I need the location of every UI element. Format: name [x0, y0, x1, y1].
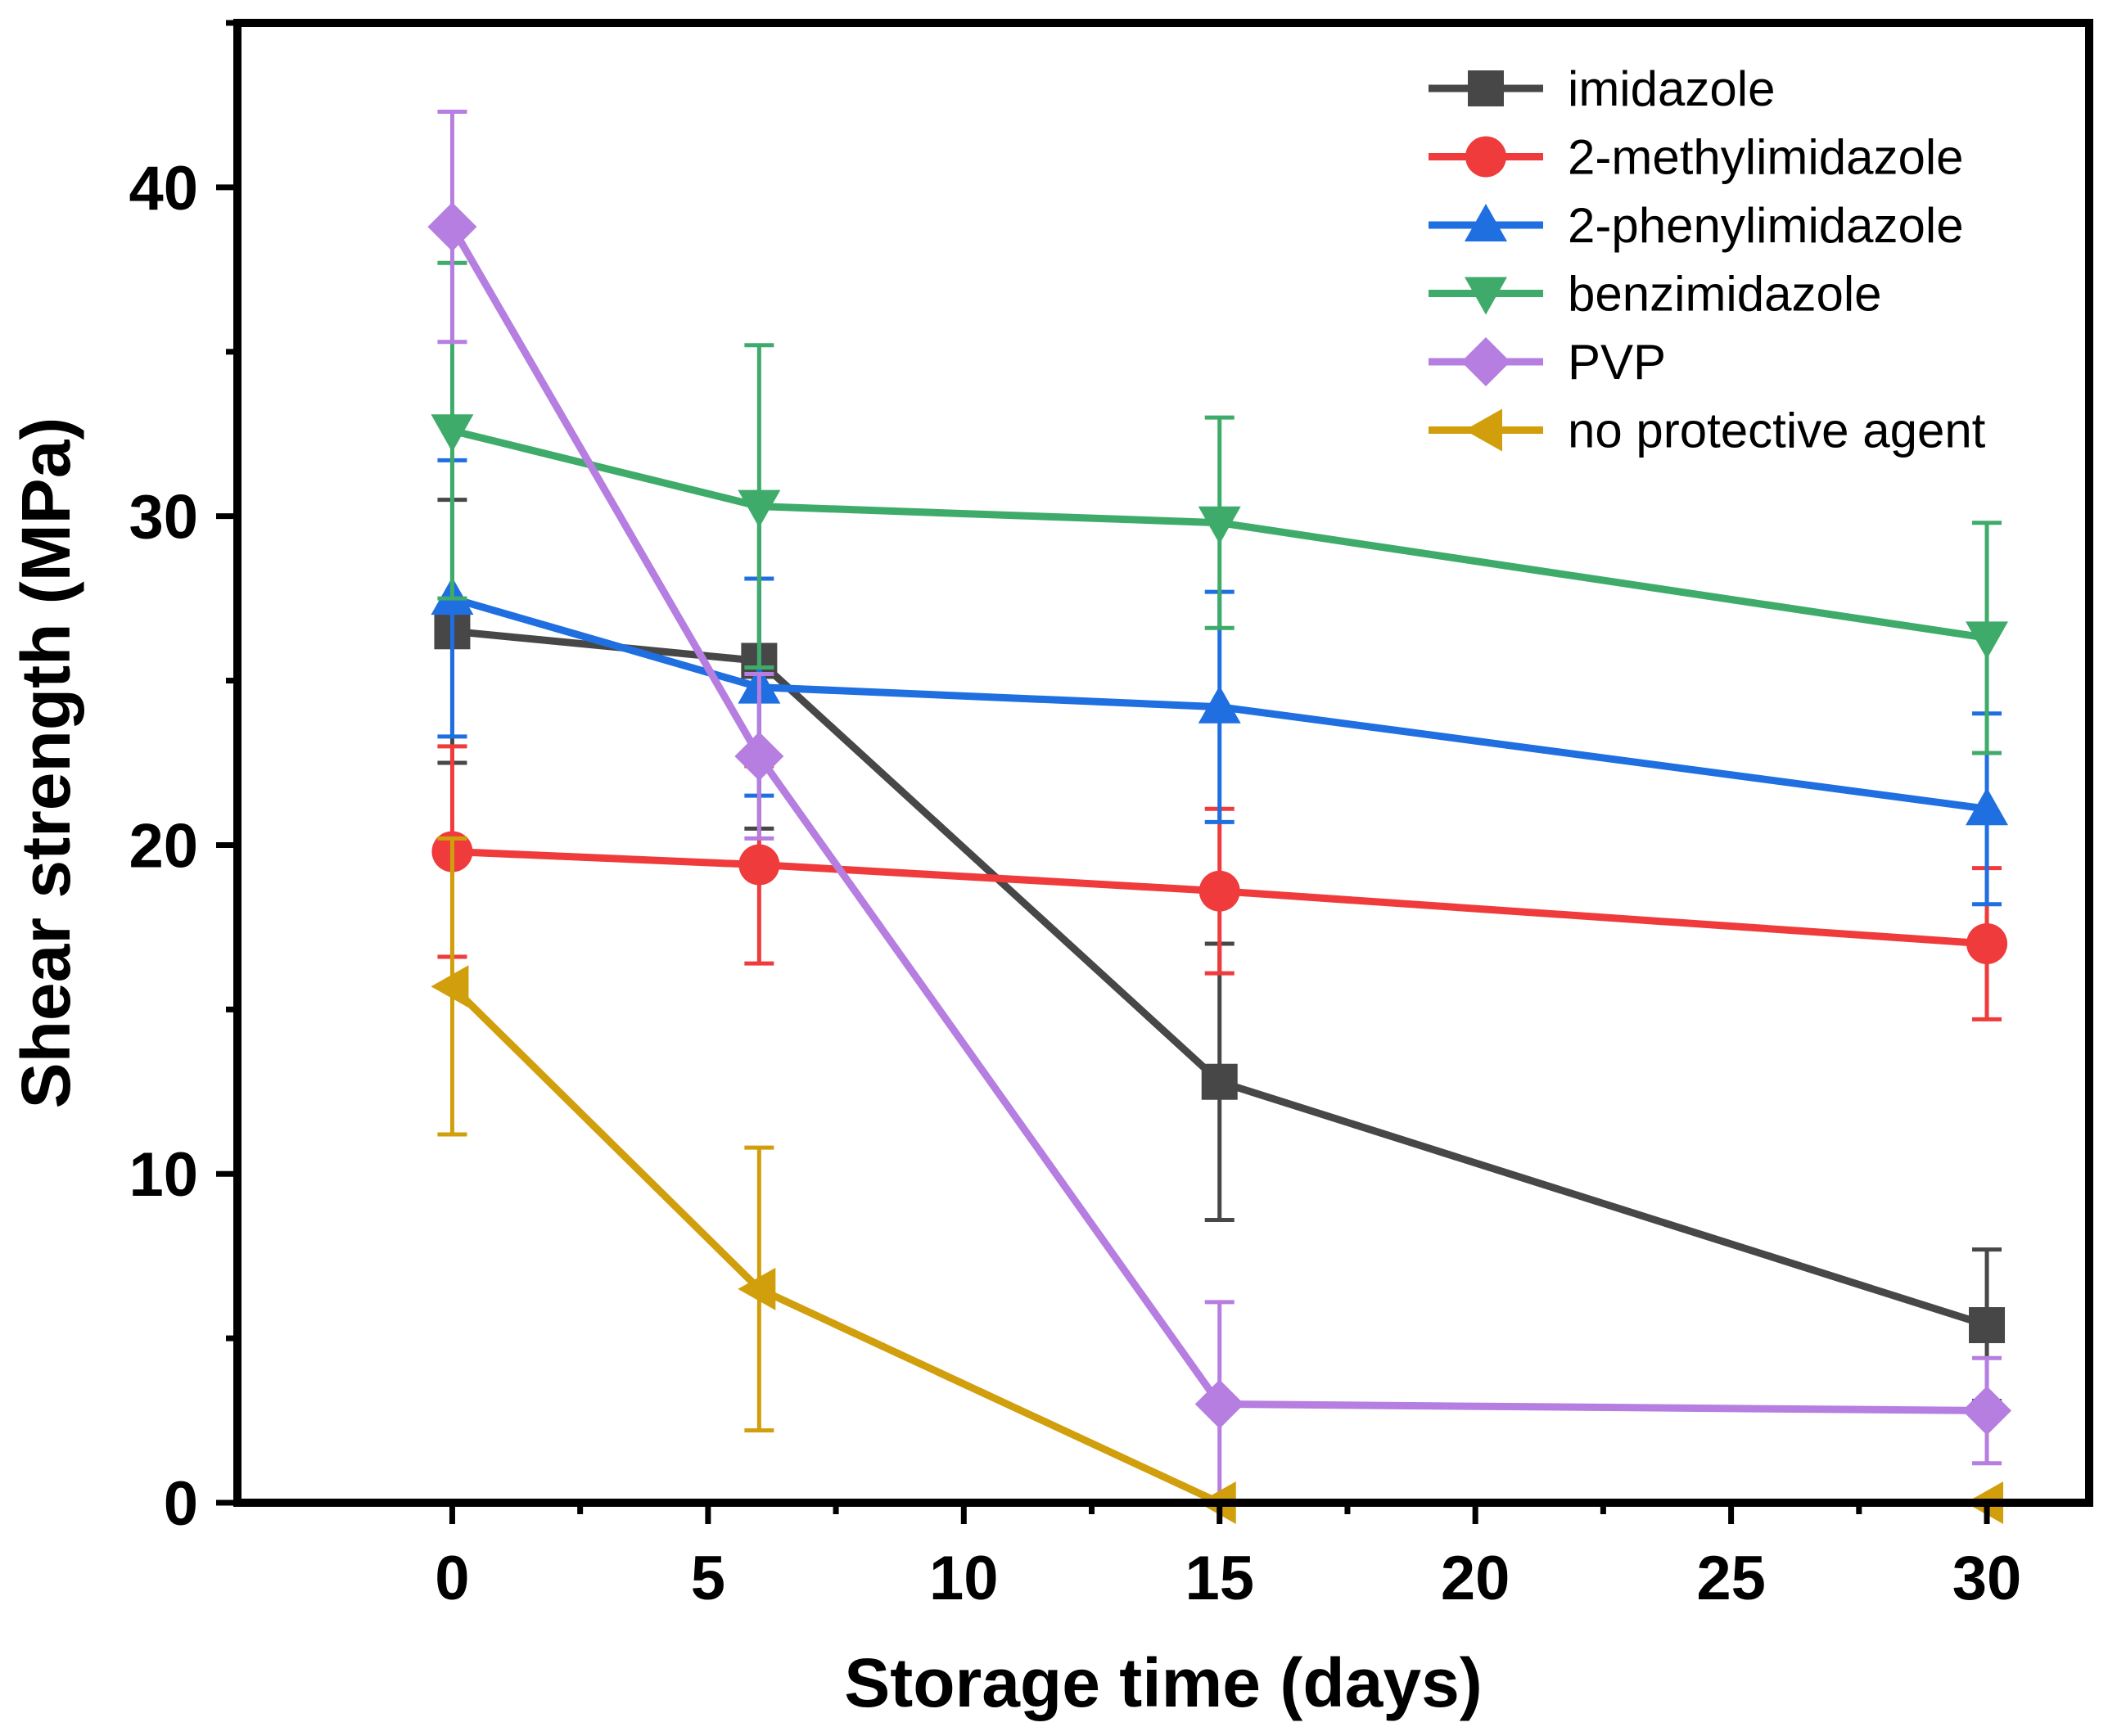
legend-item: 2-phenylimidazole	[1429, 198, 1964, 253]
data-point	[431, 414, 474, 453]
x-tick-label: 5	[691, 1544, 725, 1613]
plot-frame	[233, 19, 2093, 1507]
legend-marker	[1461, 337, 1510, 386]
legend-marker	[1465, 204, 1507, 241]
series-line	[451, 426, 1988, 642]
x-tick-label: 0	[435, 1544, 469, 1613]
x-tick-label: 30	[1952, 1544, 2022, 1613]
axis-layer: 0 5 10 15 20 25 30 0 10 20 30 40 Storage time (days)…	[7, 20, 2022, 1721]
data-point	[1966, 621, 2009, 660]
x-tick-label: 15	[1185, 1544, 1254, 1613]
x-tick-label: 20	[1441, 1544, 1510, 1613]
y-axis-title: Shear strength (MPa)	[7, 417, 84, 1109]
series-line	[451, 594, 1988, 813]
legend-label: no protective agent	[1568, 404, 1986, 458]
data-point	[738, 844, 780, 886]
legend-item: PVP	[1429, 335, 1666, 390]
data-point	[1966, 922, 2008, 964]
legend-label: benzimidazole	[1568, 267, 1882, 322]
legend-marker	[1465, 277, 1507, 315]
data-point	[738, 1267, 776, 1310]
series-line	[452, 847, 1988, 948]
x-tick-label: 10	[929, 1544, 999, 1613]
legend-item: benzimidazole	[1429, 267, 1882, 322]
series-2-methylimidazole	[431, 744, 2008, 1021]
legend-item: 2-methylimidazole	[1429, 130, 1964, 185]
data-point	[1198, 506, 1241, 544]
data-point	[1198, 870, 1240, 912]
data-point	[734, 731, 784, 781]
y-tick-label: 20	[129, 811, 198, 881]
legend-marker	[1465, 408, 1502, 452]
data-point	[1969, 1307, 2006, 1344]
data-point	[1198, 685, 1241, 724]
data-point	[1201, 1063, 1238, 1100]
legend-marker	[1465, 136, 1506, 178]
legend-item: imidazole	[1429, 61, 1775, 116]
data-point	[1966, 787, 2009, 826]
legend-label: 2-methylimidazole	[1568, 130, 1964, 185]
data-point	[1194, 1379, 1244, 1429]
y-tick-label: 30	[129, 483, 198, 552]
legend-marker	[1468, 70, 1504, 106]
series-PVP	[427, 109, 2012, 1505]
data-point	[431, 965, 469, 1008]
legend: imidazole 2-methylimidazole 2-phenylimidaz…	[1429, 61, 1986, 458]
y-tick-label: 40	[129, 154, 198, 223]
series-line	[449, 224, 1988, 1415]
legend-label: imidazole	[1568, 61, 1775, 116]
data-point	[738, 489, 781, 528]
x-axis-title: Storage time (days)	[844, 1644, 1483, 1721]
data-point	[1962, 1386, 2012, 1436]
legend-label: PVP	[1568, 335, 1666, 390]
y-tick-label: 10	[129, 1140, 198, 1210]
data-point	[427, 202, 477, 252]
series-benzimidazole	[431, 260, 2009, 755]
x-tick-label: 25	[1696, 1544, 1766, 1613]
legend-label: 2-phenylimidazole	[1568, 198, 1964, 253]
series-layer	[427, 109, 2012, 1524]
legend-item: no protective agent	[1429, 404, 1986, 458]
y-tick-label: 0	[164, 1469, 198, 1539]
